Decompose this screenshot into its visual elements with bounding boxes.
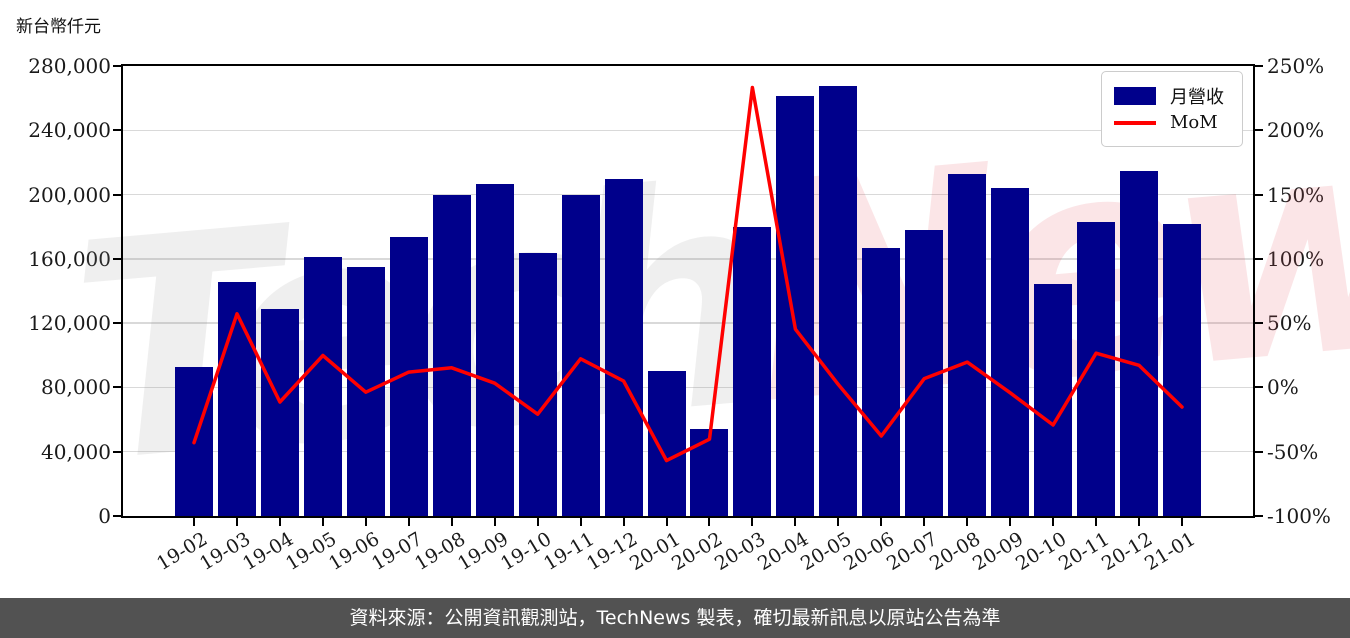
left-tick-40000 [113, 450, 121, 453]
bar-20-06 [862, 248, 901, 516]
x-tick-20-10 [1052, 518, 1055, 526]
bar-21-01 [1163, 223, 1201, 516]
gridline-160000 [123, 258, 1253, 260]
x-tick-19-10 [536, 518, 539, 526]
right-axis-label--100: -100% [1267, 504, 1331, 528]
mom-line [192, 85, 1184, 463]
bar-20-03 [733, 226, 772, 516]
bar-19-12 [604, 178, 643, 516]
gridline-240000 [123, 129, 1253, 132]
gridline-120000 [123, 322, 1253, 324]
left-axis-label-80000: 80,000 [41, 375, 111, 400]
right-axis-label-150: 150% [1267, 182, 1325, 207]
bar-20-04 [776, 95, 815, 516]
bar-19-03 [217, 282, 256, 516]
bar-20-11 [1077, 221, 1116, 516]
right-tick--100 [1255, 515, 1263, 517]
left-tick-160000 [113, 257, 121, 260]
x-tick-20-11 [1095, 518, 1098, 526]
right-axis-label-200: 200% [1267, 118, 1325, 143]
x-tick-20-09 [1009, 518, 1012, 526]
left-tick-200000 [113, 193, 121, 196]
gridline-200000 [123, 193, 1253, 196]
x-tick-20-05 [837, 518, 840, 526]
right-axis-label-50: 50% [1267, 311, 1312, 336]
mom-line-swatch [1114, 120, 1156, 125]
right-tick-100 [1255, 257, 1263, 260]
x-tick-20-12 [1138, 518, 1141, 526]
x-tick-20-07 [923, 518, 926, 526]
gridline-80000 [123, 386, 1253, 389]
revenue-bar-swatch [1114, 86, 1156, 105]
left-axis-label-120000: 120,000 [28, 311, 111, 336]
legend-label-revenue: 月營收 [1170, 86, 1224, 108]
legend: 月營收 MoM [1101, 71, 1243, 147]
left-tick-280000 [113, 65, 121, 67]
left-tick-0 [113, 515, 121, 517]
x-tick-20-02 [708, 518, 711, 526]
bar-20-01 [647, 370, 686, 516]
right-tick-250 [1255, 65, 1263, 67]
mom-line-layer [192, 85, 1184, 463]
legend-item-mom: MoM [1114, 109, 1230, 136]
right-axis-label-0: 0% [1267, 375, 1299, 400]
bar-19-04 [260, 308, 299, 516]
legend-item-revenue: 月營收 [1114, 82, 1230, 109]
right-axis-label--50: -50% [1267, 439, 1319, 464]
x-tick-20-04 [794, 518, 797, 526]
x-tick-19-09 [493, 518, 496, 526]
bar-20-10 [1034, 283, 1073, 516]
x-tick-19-11 [579, 518, 582, 526]
bar-20-09 [991, 188, 1030, 516]
x-tick-19-07 [407, 518, 410, 526]
legend-label-mom: MoM [1170, 112, 1218, 133]
footer-bar: 資料來源：公開資訊觀測站，TechNews 製表，確切最新訊息以原站公告為準 [0, 598, 1350, 638]
left-tick-120000 [113, 322, 121, 325]
x-tick-19-02 [193, 518, 195, 526]
bar-19-11 [561, 194, 600, 516]
right-tick-200 [1255, 129, 1263, 132]
right-tick-150 [1255, 193, 1263, 196]
bar-20-12 [1120, 171, 1159, 516]
footer-source-text: 資料來源：公開資訊觀測站，TechNews 製表，確切最新訊息以原站公告為準 [349, 607, 1001, 629]
right-axis-label-100: 100% [1267, 246, 1325, 271]
bar-20-08 [948, 173, 987, 516]
x-tick-19-03 [235, 518, 238, 526]
x-tick-21-01 [1181, 518, 1183, 526]
left-tick-80000 [113, 386, 121, 389]
x-tick-20-06 [880, 518, 883, 526]
bar-19-08 [432, 194, 471, 516]
bar-19-10 [518, 253, 557, 516]
left-axis-label-240000: 240,000 [28, 118, 111, 143]
x-tick-19-05 [321, 518, 324, 526]
bar-19-05 [303, 257, 342, 516]
x-tick-20-01 [665, 518, 668, 526]
x-tick-19-12 [622, 518, 625, 526]
x-tick-20-08 [966, 518, 969, 526]
left-axis-label-280000: 280,000 [28, 54, 111, 78]
left-axis-label-200000: 200,000 [28, 182, 111, 207]
x-tick-19-04 [278, 518, 281, 526]
right-tick-0 [1255, 386, 1263, 389]
left-tick-240000 [113, 129, 121, 132]
bar-20-05 [819, 86, 858, 516]
y-axis-unit-label: 新台幣仟元 [16, 17, 101, 37]
bar-19-09 [475, 184, 514, 516]
left-axis-label-160000: 160,000 [28, 246, 111, 271]
right-axis-label-250: 250% [1267, 54, 1325, 78]
left-axis-label-0: 0 [98, 504, 111, 528]
x-tick-19-06 [364, 518, 367, 526]
right-tick--50 [1255, 450, 1263, 453]
plot-area: TechNews 月營收 MoM [61, 51, 1350, 530]
left-axis-label-40000: 40,000 [41, 439, 111, 464]
right-tick-50 [1255, 322, 1263, 325]
x-tick-20-03 [751, 518, 754, 526]
x-tick-19-08 [450, 518, 453, 526]
